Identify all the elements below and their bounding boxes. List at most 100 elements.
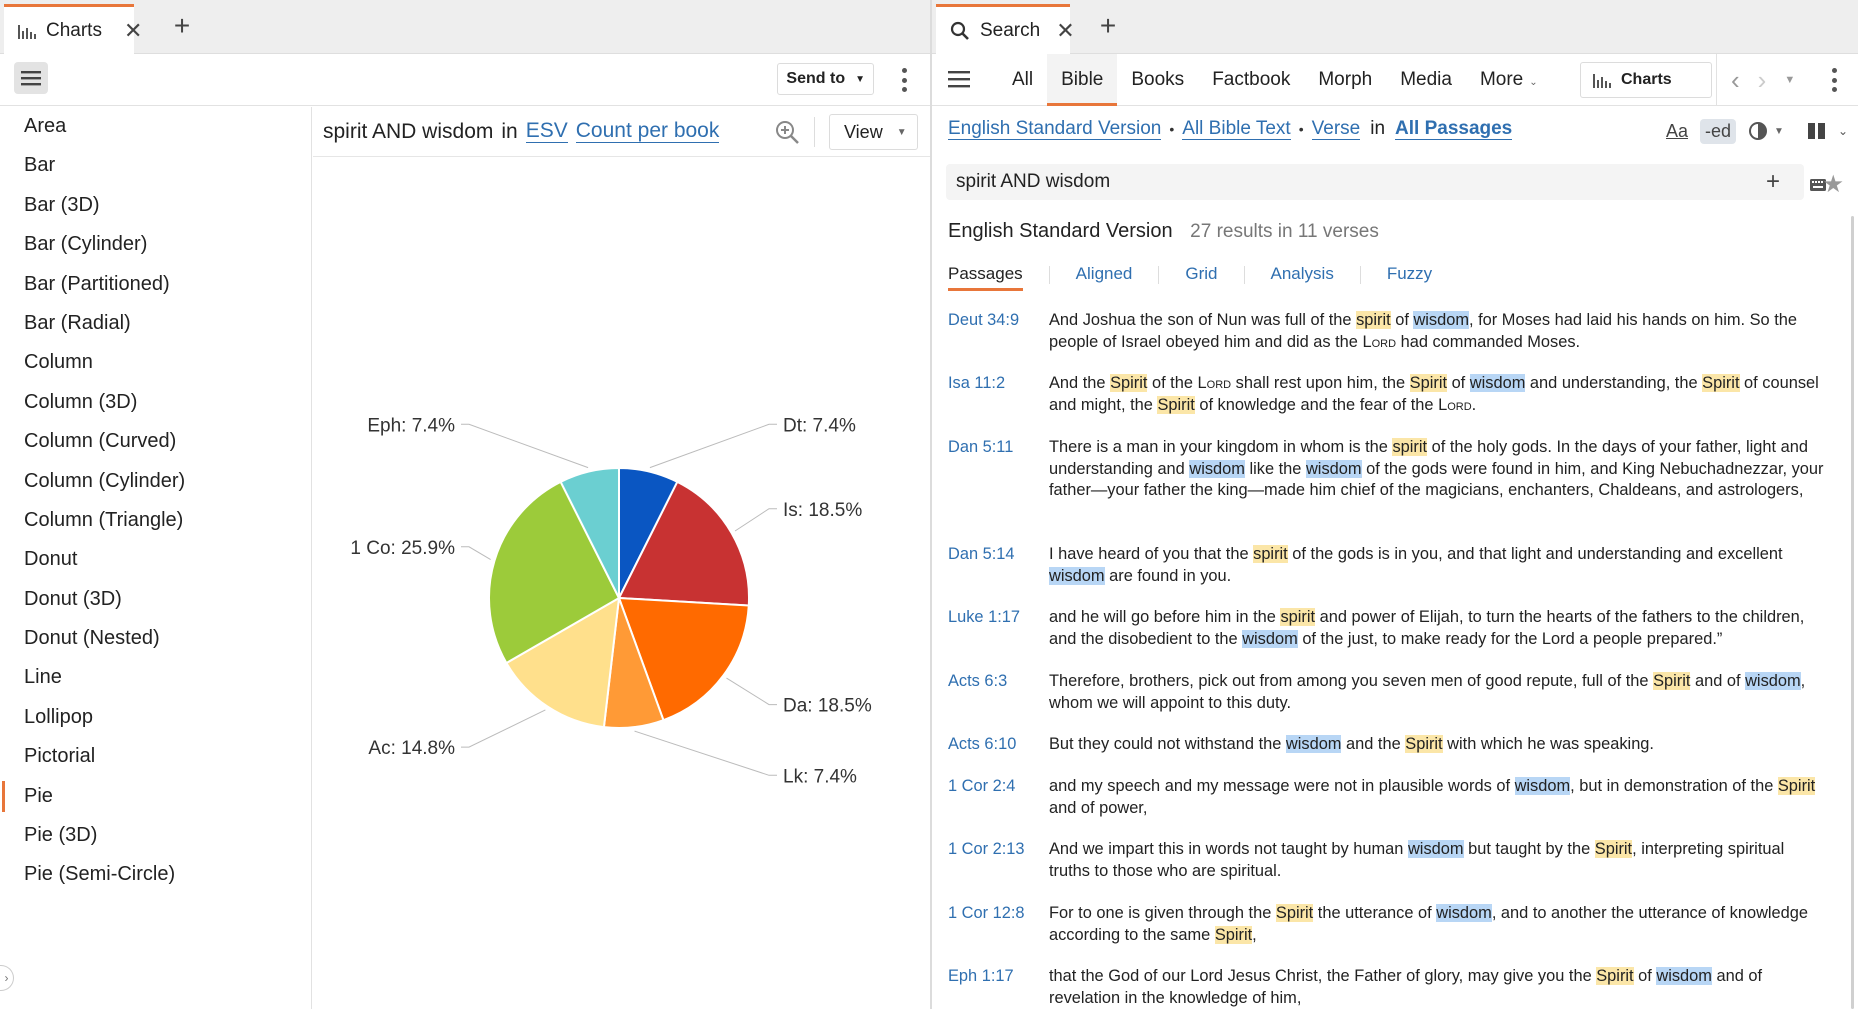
tab-factbook[interactable]: Factbook [1198,54,1304,106]
layout-split-icon[interactable] [1807,123,1826,139]
passage-reference-link[interactable]: 1 Cor 2:4 [948,777,1016,795]
passage-reference-link[interactable]: Dan 5:11 [948,438,1014,456]
chart-type-item[interactable]: Column (3D) [24,390,138,413]
passage-reference-link[interactable]: Acts 6:10 [948,735,1017,753]
view-tab-aligned[interactable]: Aligned [1075,264,1133,283]
chart-type-item[interactable]: Donut [24,548,78,571]
tab-books[interactable]: Books [1117,54,1198,106]
passage-reference-link[interactable]: Luke 1:17 [948,608,1020,626]
view-tab-fuzzy[interactable]: Fuzzy [1386,264,1433,283]
chart-type-item[interactable]: Bar [24,154,56,177]
view-tab-grid[interactable]: Grid [1185,264,1218,283]
inflected-forms-icon[interactable]: -ed [1700,118,1737,144]
chart-type-item[interactable]: Pie (3D) [24,824,98,847]
pie-slice[interactable] [488,480,621,665]
favorite-star-icon[interactable]: ★ [1822,171,1844,198]
passage-reference-link[interactable]: Deut 34:9 [948,311,1020,329]
search-icon [950,21,970,41]
view-button[interactable]: View ▼ [829,114,918,150]
charts-button[interactable]: Charts [1580,62,1712,98]
tab-label: Books [1131,69,1185,90]
more-options-icon[interactable] [894,66,914,94]
tab-morph[interactable]: Morph [1304,54,1386,106]
chart-type-item[interactable]: Bar (Cylinder) [24,233,148,256]
pie-slice-label: Da: 18.5% [783,696,872,717]
chart-type-item[interactable]: Bar (Partitioned) [24,272,170,295]
chart-type-item[interactable]: Pie [0,777,311,816]
view-tab-passages[interactable]: Passages [948,264,1023,291]
view-tab-analysis[interactable]: Analysis [1270,264,1334,283]
history-dropdown-icon[interactable]: ▼ [1784,74,1796,86]
pie-slice[interactable] [617,480,750,607]
close-icon[interactable]: ✕ [123,17,143,43]
chart-in-label: in [501,119,518,143]
chart-type-item[interactable]: Area [24,115,67,137]
chart-type-item[interactable]: Pictorial [24,745,96,768]
chart-type-item[interactable]: Bar (3D) [24,193,100,216]
keyboard-icon[interactable] [1810,175,1826,197]
chart-type-item[interactable]: Pie (Semi-Circle) [24,863,176,886]
forward-icon[interactable]: › [1757,64,1767,95]
font-size-icon[interactable]: Aa [1665,120,1689,141]
chart-type-item[interactable]: Column (Cylinder) [24,469,186,492]
chart-type-item[interactable]: Column (Triangle) [24,508,184,531]
tab-bible[interactable]: Bible [1047,54,1118,106]
color-highlight-icon[interactable]: ▼ [1748,121,1784,141]
tab-charts[interactable]: Charts ✕ [4,4,142,54]
tab-media[interactable]: Media [1386,54,1466,106]
passage-reference-link[interactable]: Eph 1:17 [948,967,1014,985]
pie-leader-line [634,730,777,776]
passage-reference-link[interactable]: Acts 6:3 [948,672,1008,690]
passage-row: Eph 1:17 that the God of our Lord Jesus C… [948,966,1838,1009]
chart-version-link[interactable]: ESV [525,119,568,143]
pie-slice[interactable] [617,596,750,722]
passage-row: 1 Cor 2:4 and my speech and my message we… [948,776,1838,819]
panel-menu-button[interactable] [14,62,48,94]
pie-slice[interactable] [559,466,620,599]
passage-reference-link[interactable]: 1 Cor 12:8 [948,904,1025,922]
scope-version-link[interactable]: English Standard Version [948,118,1162,140]
vertical-scrollbar[interactable] [1851,216,1854,1009]
chart-type-item[interactable]: Column [24,351,93,374]
toolbar-separator [814,117,815,147]
pie-chart[interactable]: Dt: 7.4% Is: 18.5% Da: 18.5% Lk: 7.4% Ac: 14… [313,158,930,1008]
more-options-icon[interactable] [1824,66,1844,94]
add-tab-icon[interactable]: + [173,10,191,41]
add-tab-icon[interactable]: + [1099,10,1117,41]
zoom-in-icon[interactable] [774,119,800,150]
chart-mode-link[interactable]: Count per book [575,119,720,143]
chart-type-item[interactable]: Column (Curved) [24,430,177,453]
hamburger-icon[interactable] [948,70,970,93]
chart-type-item[interactable]: Line [24,666,62,689]
chart-type-item[interactable]: Donut (3D) [24,587,122,610]
pie-slice[interactable] [505,596,621,729]
tab-label: Media [1400,69,1452,90]
chart-type-item[interactable]: Bar (Radial) [24,311,131,334]
passage-reference-link[interactable]: 1 Cor 2:13 [948,840,1025,858]
tab-more[interactable]: More ⌄ [1466,54,1552,106]
chart-type-item[interactable]: Donut (Nested) [24,627,160,650]
tab-all[interactable]: All [998,54,1047,106]
scope-range-link[interactable]: All Passages [1395,118,1513,140]
passage-reference-link[interactable]: Dan 5:14 [948,545,1015,563]
search-toolbar: All Bible Books Factbook Morph Media More ⌄ Cha… [932,54,1858,106]
scope-unit-link[interactable]: Verse [1311,118,1361,140]
passage-row: Dan 5:11 There is a man in your kingdom i… [948,437,1838,502]
chart-type-item[interactable]: Lollipop [24,705,93,728]
charts-panel: Charts ✕ + Send to ▼ Area Bar Bar (3D) Bar … [0,0,930,1009]
pane-divider[interactable] [930,0,932,1009]
close-icon[interactable]: ✕ [1056,17,1075,43]
chevron-down-icon[interactable]: ⌄ [1837,124,1848,138]
pie-leader-line [649,423,777,469]
results-version: English Standard Version [948,220,1173,242]
scope-text-link[interactable]: All Bible Text [1182,118,1291,140]
left-tab-strip: Charts ✕ + [0,0,930,54]
send-to-button[interactable]: Send to ▼ [777,63,874,95]
passage-text: There is a man in your kingdom in whom i… [1049,438,1824,499]
search-input[interactable]: spirit AND wisdom + [946,164,1826,200]
passage-row: Deut 34:9 And Joshua the son of Nun was f… [948,310,1838,353]
add-term-icon[interactable]: + [1765,168,1780,195]
back-icon[interactable]: ‹ [1731,64,1740,95]
passage-reference-link[interactable]: Isa 11:2 [948,374,1006,392]
tab-search[interactable]: Search ✕ [936,4,1075,54]
